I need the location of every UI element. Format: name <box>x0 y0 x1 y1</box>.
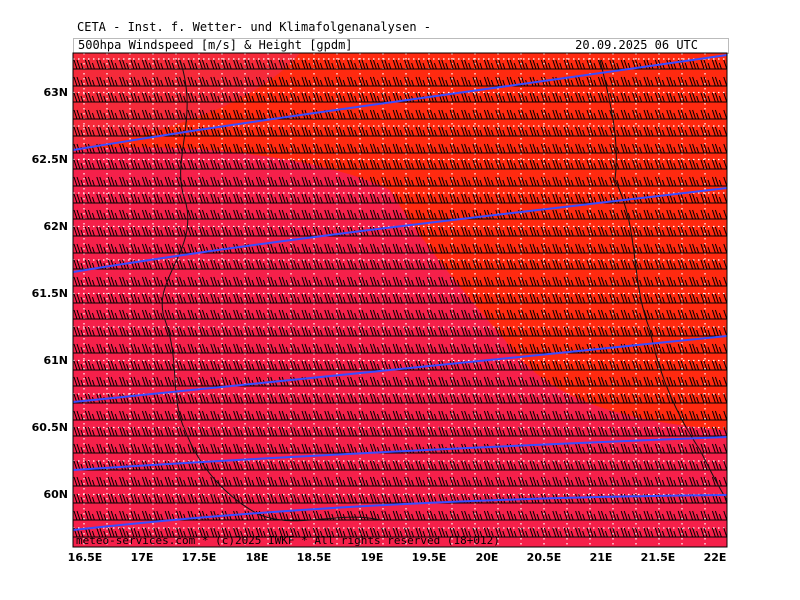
height-contour-line <box>73 187 727 273</box>
lon-label: 17E <box>131 551 154 564</box>
lon-label: 16.5E <box>68 551 103 564</box>
lon-label: 22E <box>704 551 727 564</box>
lat-label: 62.5N <box>32 153 68 166</box>
lon-label: 18.5E <box>297 551 332 564</box>
map-datetime: 20.09.2025 06 UTC <box>575 38 698 52</box>
coastline-west <box>161 59 381 522</box>
lon-label: 19.5E <box>412 551 447 564</box>
height-contour-line <box>73 335 727 403</box>
coastline <box>161 59 727 522</box>
lat-label: 60N <box>43 488 68 501</box>
coastline-east <box>599 59 727 501</box>
lon-label: 19E <box>361 551 384 564</box>
lat-label: 60.5N <box>32 421 68 434</box>
lat-label: 63N <box>43 86 68 99</box>
map-title: CETA - Inst. f. Wetter- und Klimafolgena… <box>77 20 432 34</box>
longitude-labels: 16.5E 17E 17.5E 18E 18.5E 19E 19.5E 20E 20.5E 21E… <box>68 551 727 564</box>
height-contour-line <box>73 436 727 471</box>
height-contour-line <box>73 494 727 531</box>
wind-barb-rows <box>73 59 727 538</box>
wind-barbs <box>73 59 727 538</box>
lat-label: 62N <box>43 220 68 233</box>
lon-label: 17.5E <box>182 551 217 564</box>
lat-lon-grid <box>73 53 727 547</box>
lat-label: 61N <box>43 354 68 367</box>
map-subtitle: 500hpa Windspeed [m/s] & Height [gpdm] <box>78 38 353 52</box>
map-frame <box>72 52 728 548</box>
credit-line: meteo-services.com * (c)2025 IWKF * All … <box>76 534 500 547</box>
lon-label: 20E <box>476 551 499 564</box>
lon-label: 21E <box>590 551 613 564</box>
lon-label: 21.5E <box>641 551 676 564</box>
latitude-labels: 63N 62.5N 62N 61.5N 61N 60.5N 60N <box>32 86 68 501</box>
lon-label: 18E <box>246 551 269 564</box>
height-contours <box>73 54 727 531</box>
lon-label: 20.5E <box>527 551 562 564</box>
height-contour-line <box>73 54 727 151</box>
lat-label: 61.5N <box>32 287 68 300</box>
